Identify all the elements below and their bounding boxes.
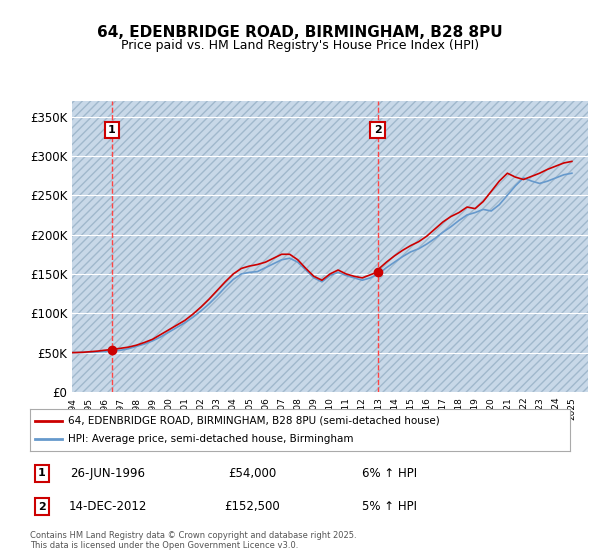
Text: 64, EDENBRIDGE ROAD, BIRMINGHAM, B28 8PU: 64, EDENBRIDGE ROAD, BIRMINGHAM, B28 8PU (97, 25, 503, 40)
Text: 1: 1 (108, 125, 116, 135)
Text: 64, EDENBRIDGE ROAD, BIRMINGHAM, B28 8PU (semi-detached house): 64, EDENBRIDGE ROAD, BIRMINGHAM, B28 8PU… (68, 416, 440, 426)
Text: 1: 1 (38, 468, 46, 478)
Text: £54,000: £54,000 (228, 466, 276, 480)
Text: Contains HM Land Registry data © Crown copyright and database right 2025.
This d: Contains HM Land Registry data © Crown c… (30, 530, 356, 550)
Text: 5% ↑ HPI: 5% ↑ HPI (362, 500, 418, 514)
Text: Price paid vs. HM Land Registry's House Price Index (HPI): Price paid vs. HM Land Registry's House … (121, 39, 479, 52)
Text: 2: 2 (38, 502, 46, 512)
Text: HPI: Average price, semi-detached house, Birmingham: HPI: Average price, semi-detached house,… (68, 434, 353, 444)
Text: 6% ↑ HPI: 6% ↑ HPI (362, 466, 418, 480)
Text: 14-DEC-2012: 14-DEC-2012 (69, 500, 147, 514)
Text: £152,500: £152,500 (224, 500, 280, 514)
Text: 2: 2 (374, 125, 382, 135)
Text: 26-JUN-1996: 26-JUN-1996 (71, 466, 146, 480)
